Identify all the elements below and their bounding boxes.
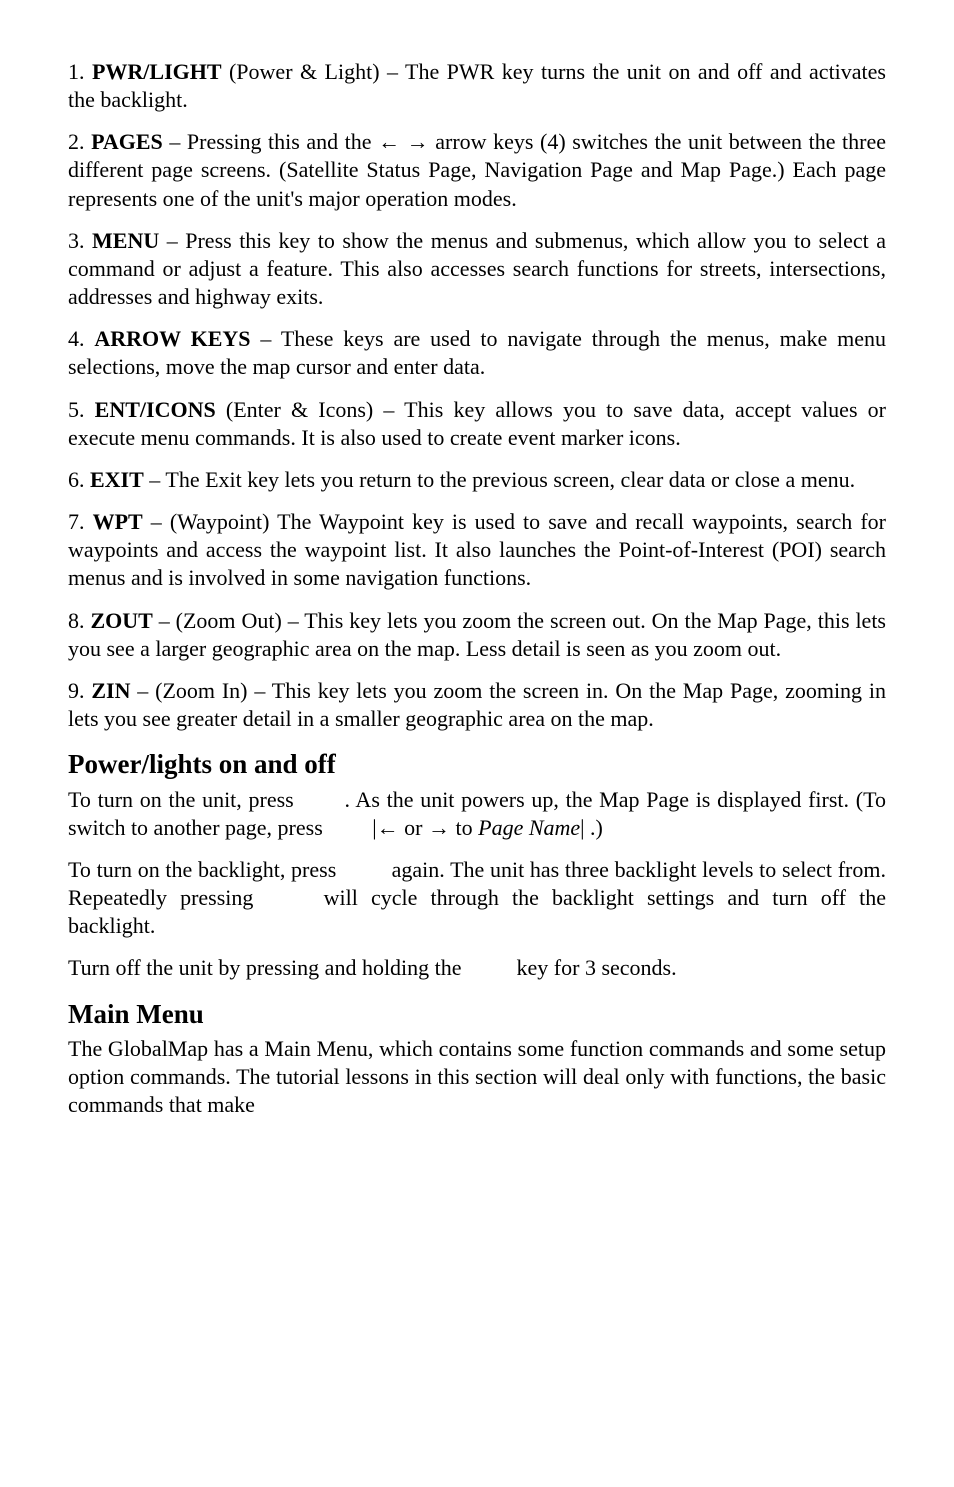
item-number: 3. bbox=[68, 228, 85, 253]
item-number: 5. bbox=[68, 397, 85, 422]
item-number: 6. bbox=[68, 467, 85, 492]
text-frag: To turn on the unit, press bbox=[68, 787, 300, 812]
key-item-1: 1. PWR/LIGHT (Power & Light) – The PWR k… bbox=[68, 58, 886, 114]
key-name: EXIT bbox=[90, 467, 144, 492]
item-number: 2. bbox=[68, 129, 85, 154]
item-number: 8. bbox=[68, 608, 85, 633]
key-name: MENU bbox=[92, 228, 159, 253]
key-name: WPT bbox=[93, 509, 143, 534]
key-item-8: 8. ZOUT – (Zoom Out) – This key lets you… bbox=[68, 607, 886, 663]
key-name: ENT/ICONS bbox=[95, 397, 216, 422]
key-item-5: 5. ENT/ICONS (Enter & Icons) – This key … bbox=[68, 396, 886, 452]
item-rest: – The Exit key lets you return to the pr… bbox=[144, 467, 855, 492]
item-number: 1. bbox=[68, 59, 85, 84]
item-rest: – Press this key to show the menus and s… bbox=[68, 228, 886, 309]
text-frag: key for 3 seconds. bbox=[511, 955, 677, 980]
item-rest-a: – Pressing this and the bbox=[163, 129, 378, 154]
key-name: PWR/LIGHT bbox=[92, 59, 222, 84]
text-frag: Turn off the unit by pressing and holdin… bbox=[68, 955, 467, 980]
text-frag: To turn on the backlight, press bbox=[68, 857, 342, 882]
main-menu-paragraph: The GlobalMap has a Main Menu, which con… bbox=[68, 1035, 886, 1119]
heading-main-menu: Main Menu bbox=[68, 997, 886, 1032]
arrow-glyphs: ← → bbox=[378, 129, 429, 154]
item-number: 7. bbox=[68, 509, 85, 534]
heading-power-lights: Power/lights on and off bbox=[68, 747, 886, 782]
key-item-9: 9. ZIN – (Zoom In) – This key lets you z… bbox=[68, 677, 886, 733]
key-item-2: 2. PAGES – Pressing this and the ← → arr… bbox=[68, 128, 886, 212]
key-name: ARROW KEYS bbox=[94, 326, 250, 351]
page-body: 1. PWR/LIGHT (Power & Light) – The PWR k… bbox=[0, 0, 954, 1180]
page-name-placeholder: Page Name bbox=[478, 815, 580, 840]
text-end: | .) bbox=[580, 815, 603, 840]
power-paragraph-3: Turn off the unit by pressing and holdin… bbox=[68, 954, 886, 982]
key-name: ZIN bbox=[91, 678, 130, 703]
power-paragraph-2: To turn on the backlight, press again. T… bbox=[68, 856, 886, 940]
item-number: 4. bbox=[68, 326, 85, 351]
item-rest: – (Zoom Out) – This key lets you zoom th… bbox=[68, 608, 886, 661]
key-name: ZOUT bbox=[90, 608, 152, 633]
item-number: 9. bbox=[68, 678, 85, 703]
key-name: PAGES bbox=[91, 129, 163, 154]
key-item-4: 4. ARROW KEYS – These keys are used to n… bbox=[68, 325, 886, 381]
power-paragraph-1: To turn on the unit, press . As the unit… bbox=[68, 786, 886, 842]
key-item-3: 3. MENU – Press this key to show the men… bbox=[68, 227, 886, 311]
key-item-6: 6. EXIT – The Exit key lets you return t… bbox=[68, 466, 886, 494]
item-rest: – (Zoom In) – This key lets you zoom the… bbox=[68, 678, 886, 731]
arrow-text: ← or → to bbox=[377, 815, 473, 840]
key-item-7: 7. WPT – (Waypoint) The Waypoint key is … bbox=[68, 508, 886, 592]
item-rest: – (Waypoint) The Waypoint key is used to… bbox=[68, 509, 886, 590]
